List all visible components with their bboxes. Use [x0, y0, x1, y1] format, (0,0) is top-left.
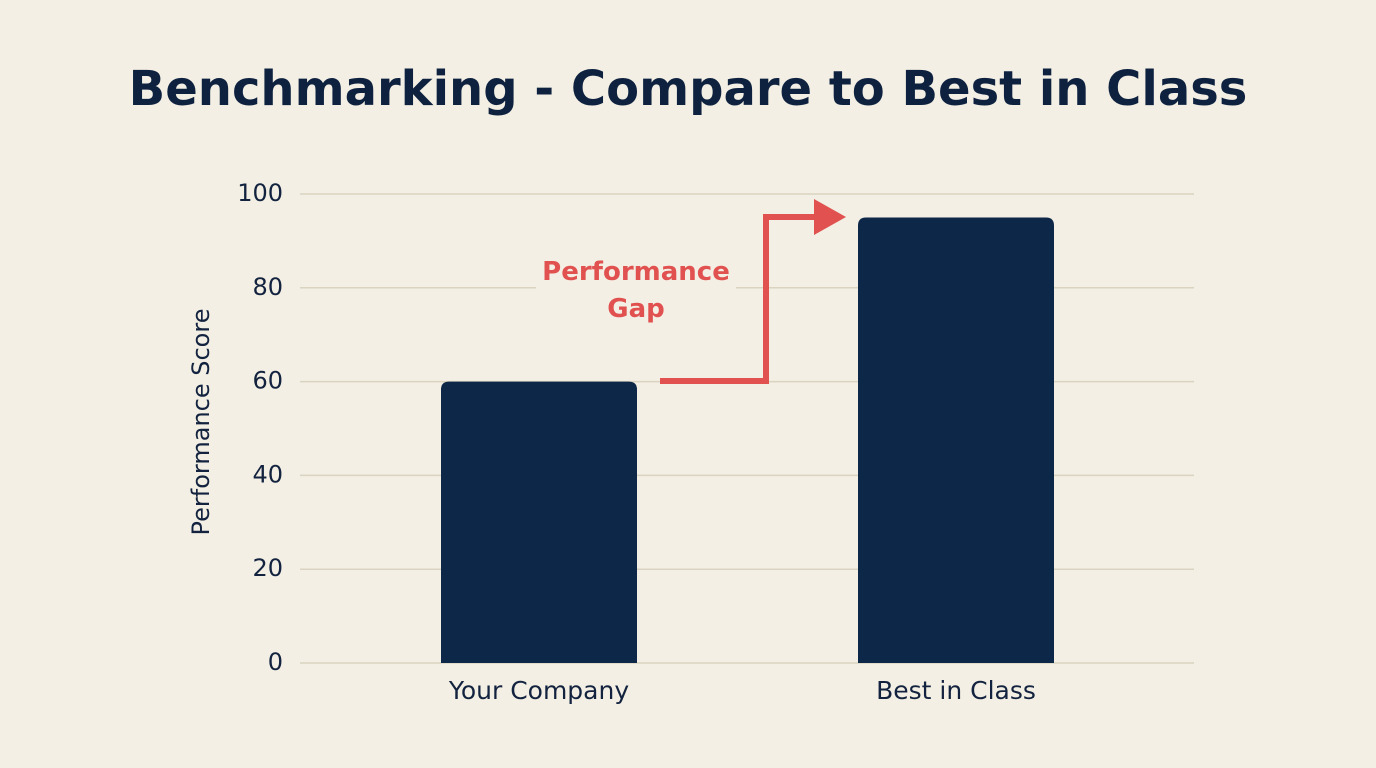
y-tick-label: 80 — [252, 273, 283, 301]
x-tick-label: Your Company — [448, 676, 629, 705]
arrow-head — [814, 199, 846, 235]
annotation: Performance Gap — [536, 254, 736, 328]
x-tick-label: Best in Class — [876, 676, 1036, 705]
arrow-line — [660, 214, 818, 384]
grid — [300, 193, 1194, 664]
y-tick-label: 60 — [252, 367, 283, 395]
y-tick-label: 0 — [268, 648, 283, 676]
y-tick-label: 100 — [237, 179, 283, 207]
bars — [441, 217, 1054, 663]
y-tick-label: 20 — [252, 554, 283, 582]
bar — [858, 217, 1054, 663]
bar — [441, 381, 637, 663]
chart-title: Benchmarking - Compare to Best in Class — [129, 61, 1248, 117]
y-axis-label: Performance Score — [187, 309, 215, 536]
gap-arrow — [660, 199, 846, 384]
y-tick-label: 40 — [252, 460, 283, 488]
